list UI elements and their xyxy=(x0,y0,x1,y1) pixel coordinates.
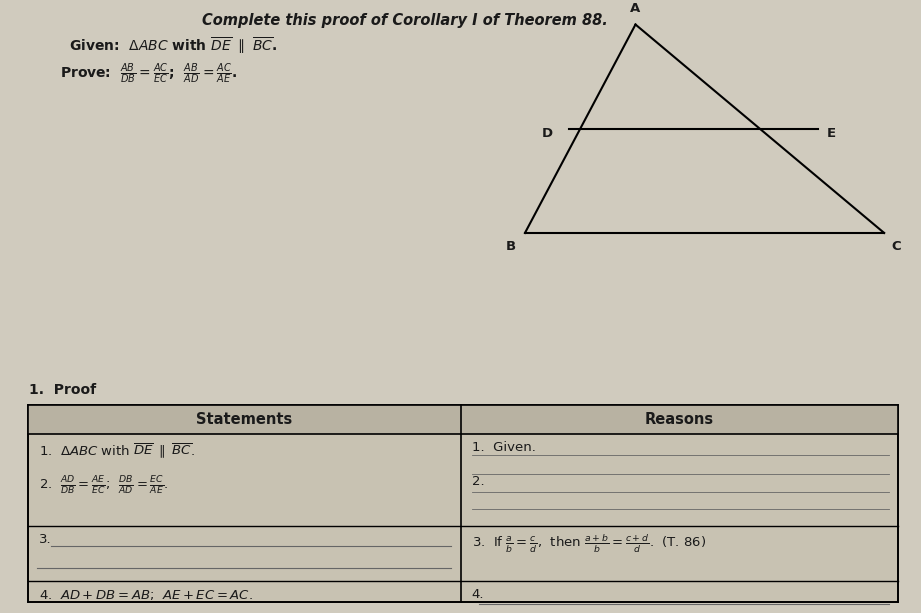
Text: Statements: Statements xyxy=(196,412,292,427)
Text: B: B xyxy=(506,240,516,253)
Text: C: C xyxy=(892,240,901,253)
Text: 4.  $AD + DB = AB$;  $AE + EC = AC$.: 4. $AD + DB = AB$; $AE + EC = AC$. xyxy=(39,588,252,603)
Text: 2.: 2. xyxy=(472,475,484,488)
Text: 1.  $\Delta ABC$ with $\overline{DE}$ $\parallel$ $\overline{BC}$.: 1. $\Delta ABC$ with $\overline{DE}$ $\p… xyxy=(39,441,194,460)
Bar xyxy=(28,405,898,602)
Text: E: E xyxy=(827,126,836,140)
Text: Complete this proof of Corollary I of Theorem 88.: Complete this proof of Corollary I of Th… xyxy=(203,13,608,28)
Text: Given:  $\Delta ABC$ with $\overline{DE}$ $\parallel$ $\overline{BC}$.: Given: $\Delta ABC$ with $\overline{DE}$… xyxy=(69,36,277,56)
Text: 1.  Given.: 1. Given. xyxy=(472,441,535,454)
Text: 4.: 4. xyxy=(472,588,484,601)
Text: 3.: 3. xyxy=(39,533,52,546)
Text: A: A xyxy=(630,2,641,15)
Bar xyxy=(28,405,898,434)
Text: 1.  Proof: 1. Proof xyxy=(29,383,97,397)
Text: 2.  $\frac{AD}{DB} = \frac{AE}{EC}$;  $\frac{DB}{AD} = \frac{EC}{AE}$.: 2. $\frac{AD}{DB} = \frac{AE}{EC}$; $\fr… xyxy=(39,475,169,497)
Text: Prove:  $\frac{AB}{DB} = \frac{AC}{EC}$;  $\frac{AB}{AD} = \frac{AC}{AE}$.: Prove: $\frac{AB}{DB} = \frac{AC}{EC}$; … xyxy=(60,61,238,86)
Text: Reasons: Reasons xyxy=(645,412,714,427)
Text: D: D xyxy=(542,126,553,140)
Text: 3.  If $\frac{a}{b} = \frac{c}{d}$,  then $\frac{a+b}{b} = \frac{c+d}{d}$.  (T. : 3. If $\frac{a}{b} = \frac{c}{d}$, then … xyxy=(472,533,705,555)
